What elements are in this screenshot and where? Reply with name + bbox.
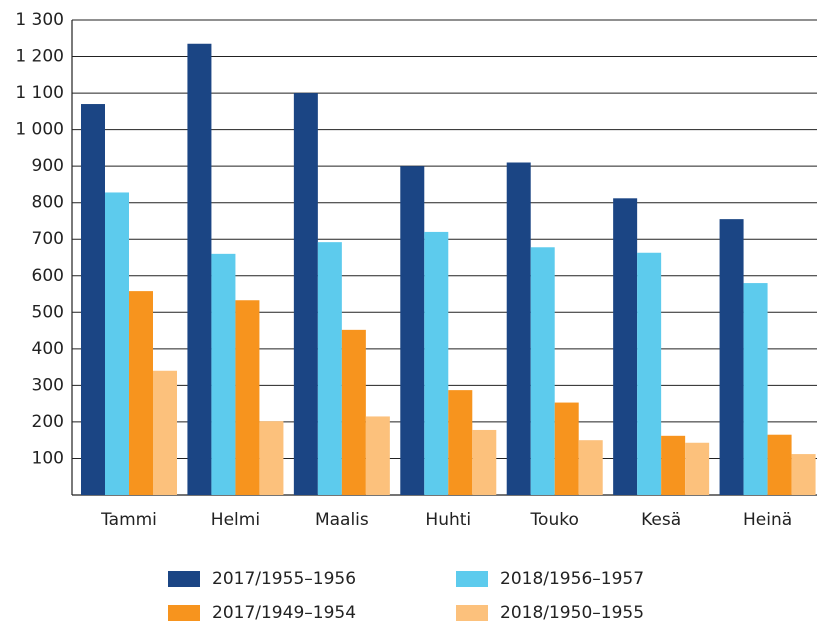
bar <box>743 283 768 495</box>
bar <box>400 166 425 495</box>
y-tick-label: 1 300 <box>15 10 64 30</box>
bar <box>530 247 555 495</box>
bar <box>554 402 579 495</box>
bar <box>293 93 318 496</box>
bar <box>767 434 792 495</box>
x-tick-label: Maalis <box>315 510 369 530</box>
x-tick-label: Huhti <box>425 510 471 530</box>
legend-swatch <box>456 571 488 587</box>
bar <box>637 252 662 495</box>
x-tick-label: Heinä <box>743 510 792 530</box>
x-tick-label: Touko <box>530 510 579 530</box>
y-tick-label: 500 <box>32 302 64 322</box>
bar <box>81 104 105 496</box>
bar <box>129 291 153 495</box>
bar <box>791 454 816 495</box>
bar <box>685 442 710 495</box>
bar <box>719 219 744 495</box>
x-tick-label: Helmi <box>211 510 260 530</box>
bar <box>506 162 531 495</box>
bar <box>613 198 638 496</box>
y-tick-label: 200 <box>32 412 64 432</box>
bar <box>211 253 236 495</box>
legend-swatch <box>456 605 488 621</box>
y-tick-label: 400 <box>32 339 64 359</box>
bar <box>365 416 390 495</box>
y-tick-label: 100 <box>32 448 64 468</box>
bar <box>448 390 473 495</box>
bar <box>187 43 212 495</box>
y-tick-label: 900 <box>32 156 64 176</box>
bar <box>317 242 342 495</box>
legend-swatch <box>168 605 200 621</box>
y-tick-label: 600 <box>32 266 64 286</box>
bar <box>661 435 686 495</box>
y-tick-label: 1 100 <box>15 83 64 103</box>
bar <box>578 440 603 495</box>
bar <box>341 329 366 495</box>
x-tick-label: Kesä <box>641 510 681 530</box>
legend-label: 2017/1955–1956 <box>212 569 356 589</box>
bar <box>424 231 449 495</box>
legend-label: 2017/1949–1954 <box>212 603 356 623</box>
legend-swatch <box>168 571 200 587</box>
y-tick-label: 300 <box>32 375 64 395</box>
bar <box>472 429 497 495</box>
legend-label: 2018/1956–1957 <box>500 569 644 589</box>
y-tick-label: 800 <box>32 193 64 213</box>
bar <box>259 421 284 495</box>
y-tick-label: 1 200 <box>15 47 64 67</box>
bar <box>105 192 129 495</box>
bar <box>235 300 260 495</box>
y-tick-label: 700 <box>32 229 64 249</box>
x-tick-label: Tammi <box>100 510 157 530</box>
y-tick-label: 1 000 <box>15 120 64 140</box>
legend-label: 2018/1950–1955 <box>500 603 644 623</box>
bar <box>153 370 177 495</box>
